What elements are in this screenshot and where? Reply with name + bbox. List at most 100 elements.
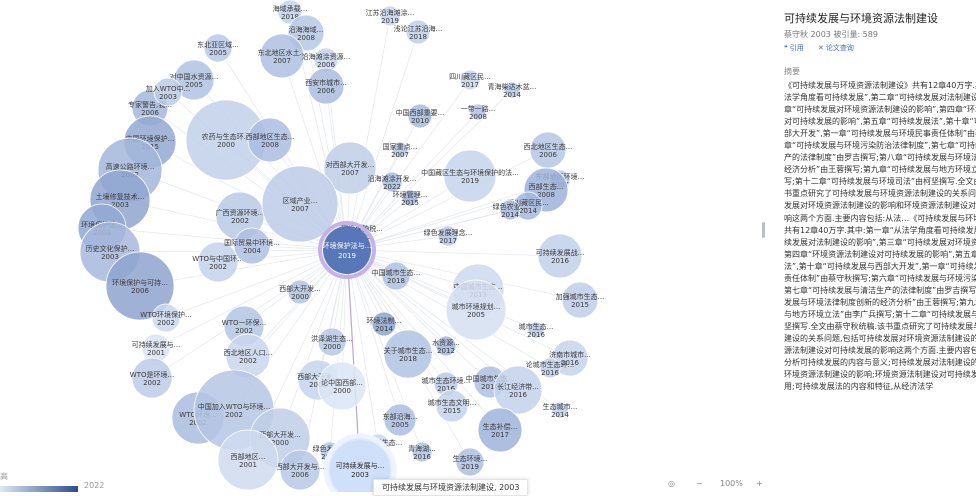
graph-node[interactable]: 西部地区...2001	[217, 429, 279, 491]
center-node[interactable]: 环境保护法与... 2019	[318, 221, 376, 279]
graph-node[interactable]: 加入WTO中...2003	[146, 77, 190, 107]
graph-node[interactable]: 西部地区生态...2008	[246, 117, 295, 163]
fit-view-icon[interactable]: ◎	[668, 479, 675, 488]
graph-node[interactable]: WTO与中国环...2002	[192, 241, 244, 283]
graph-node[interactable]: 四川藏区民...2017	[449, 69, 491, 91]
node-circle[interactable]	[499, 199, 521, 221]
node-circle[interactable]	[561, 281, 599, 319]
node-circle[interactable]	[459, 69, 481, 91]
graph-node[interactable]: 西安市城市...2006	[305, 67, 347, 105]
graph-node[interactable]: 环境保护与可持...2006	[105, 251, 175, 321]
graph-node[interactable]: 城市生态...2016	[519, 321, 554, 339]
graph-node[interactable]: 江苏沿海滩涂...2019	[366, 5, 415, 27]
node-circle[interactable]	[279, 449, 321, 491]
graph-node[interactable]: 绿色农业...2014	[493, 199, 528, 221]
graph-node[interactable]: 青海湖...2016	[408, 441, 436, 463]
node-circle[interactable]	[469, 103, 487, 121]
node-circle[interactable]	[391, 141, 409, 159]
graph-node[interactable]: 沿海滩涂资源...2006	[302, 47, 351, 73]
graph-node[interactable]: 城市环境规划...2005	[445, 279, 507, 341]
node-circle[interactable]	[323, 141, 377, 195]
graph-node[interactable]: 洪泽湖生态...2000	[311, 327, 353, 357]
node-circle[interactable]	[383, 403, 417, 437]
node-circle[interactable]	[247, 117, 293, 163]
node-circle[interactable]	[537, 233, 583, 279]
node-circle[interactable]	[259, 33, 305, 79]
node-circle[interactable]	[407, 103, 433, 129]
panel-splitter-handle[interactable]	[762, 222, 765, 238]
graph-node[interactable]: 青海柴达木盆...2014	[488, 81, 537, 99]
graph-node[interactable]: 西部大开发与...2006	[276, 449, 325, 491]
node-circle[interactable]	[287, 279, 313, 305]
node-circle[interactable]	[411, 441, 433, 463]
graph-node[interactable]: 可持续发展与...2001	[132, 333, 181, 363]
graph-node[interactable]: 水资源...2012	[432, 335, 460, 357]
graph-node[interactable]: 生态环境...2019	[453, 447, 488, 477]
node-circle[interactable]	[203, 33, 233, 63]
graph-node[interactable]: 沿海滩涂开发...2022	[368, 171, 417, 193]
node-circle[interactable]	[379, 5, 401, 27]
node-circle[interactable]	[317, 361, 367, 411]
node-circle[interactable]	[539, 357, 561, 379]
node-circle[interactable]	[437, 225, 459, 247]
node-circle[interactable]	[551, 401, 569, 419]
node-circle[interactable]	[381, 261, 411, 291]
graph-node[interactable]: 中国藏区生态与环境保护的法...2019	[421, 149, 519, 203]
node-circle[interactable]	[261, 165, 339, 243]
graph-node[interactable]: 城市生态文明...2015	[428, 389, 477, 423]
node-circle[interactable]	[381, 171, 403, 193]
node-circle[interactable]	[405, 19, 431, 45]
node-circle[interactable]	[435, 389, 469, 423]
node-circle[interactable]	[401, 189, 419, 207]
node-circle[interactable]	[527, 321, 545, 339]
graph-node[interactable]: WTO是环境...2002	[130, 357, 174, 399]
node-circle[interactable]	[455, 447, 485, 477]
paper-query-button[interactable]: ✕ 论文查询	[818, 43, 854, 53]
graph-node[interactable]: 东北亚区域...2005	[197, 33, 239, 63]
graph-node[interactable]: 可持续发展战...2016	[536, 233, 585, 279]
node-circle[interactable]	[371, 311, 397, 337]
graph-node[interactable]: 农药与生态环...2000	[185, 99, 267, 181]
graph-node[interactable]: 东部沿海...2005	[383, 403, 418, 437]
graph-node[interactable]: 长江经济带...2016	[493, 365, 543, 415]
graph-node[interactable]: 对西部大开发...2007	[323, 141, 377, 195]
graph-node[interactable]: 国际贸易中环境...2004	[224, 227, 280, 265]
graph-node[interactable]: 国家重点...2007	[383, 141, 418, 159]
node-circle[interactable]	[131, 357, 173, 399]
center-node-circle[interactable]	[323, 226, 371, 274]
graph-node[interactable]: 绿色发展理念...2017	[424, 225, 473, 247]
graph-node[interactable]: 论城市生态环...2016	[526, 357, 575, 379]
graph-node[interactable]: 环境法制...2014	[367, 311, 402, 337]
graph-node[interactable]: 生态城市...2014	[543, 401, 578, 419]
zoom-in-button[interactable]: +	[756, 479, 763, 488]
graph-node[interactable]: 论中国西部...2000	[317, 361, 367, 411]
node-circle[interactable]	[217, 429, 279, 491]
graph-node[interactable]: 中国西部重要...2010	[396, 103, 445, 129]
node-circle[interactable]	[493, 365, 543, 415]
graph-node[interactable]: 浅论江苏沿海...2018	[394, 19, 443, 45]
graph-node[interactable]: 西北地区生态...2006	[524, 131, 573, 169]
zoom-out-button[interactable]: −	[696, 479, 703, 488]
node-circle[interactable]	[435, 335, 457, 357]
graph-node[interactable]: 区域产业...2007	[261, 165, 339, 243]
node-circle[interactable]	[477, 407, 523, 453]
cite-button[interactable]: ❝ 引用	[784, 43, 804, 53]
node-circle[interactable]	[383, 329, 433, 379]
graph-node[interactable]: 关于城市生态...2018	[383, 329, 433, 379]
node-circle[interactable]	[503, 81, 521, 99]
graph-node[interactable]: 加强城市生态...2015	[556, 281, 605, 319]
graph-node[interactable]: 生态补偿...2017	[477, 407, 523, 453]
graph-node[interactable]: 东北地区水土...2007	[258, 33, 307, 79]
node-circle[interactable]	[197, 241, 239, 283]
graph-node[interactable]: 一带一路...2008	[461, 103, 496, 121]
graph-node[interactable]: 中国城市生态...2018	[372, 261, 421, 291]
node-circle[interactable]	[153, 77, 183, 107]
graph-node[interactable]: 济南市城市...2016	[549, 339, 591, 377]
node-circle[interactable]	[307, 67, 345, 105]
node-circle[interactable]	[105, 251, 175, 321]
node-circle[interactable]	[317, 327, 347, 357]
graph-node[interactable]: 西部大开发...2000	[279, 279, 321, 305]
graph-node[interactable]: WTO环境保护...2002	[140, 303, 192, 333]
node-circle[interactable]	[443, 149, 497, 203]
graph-node[interactable]: 西北地区人口...2002	[224, 333, 273, 379]
